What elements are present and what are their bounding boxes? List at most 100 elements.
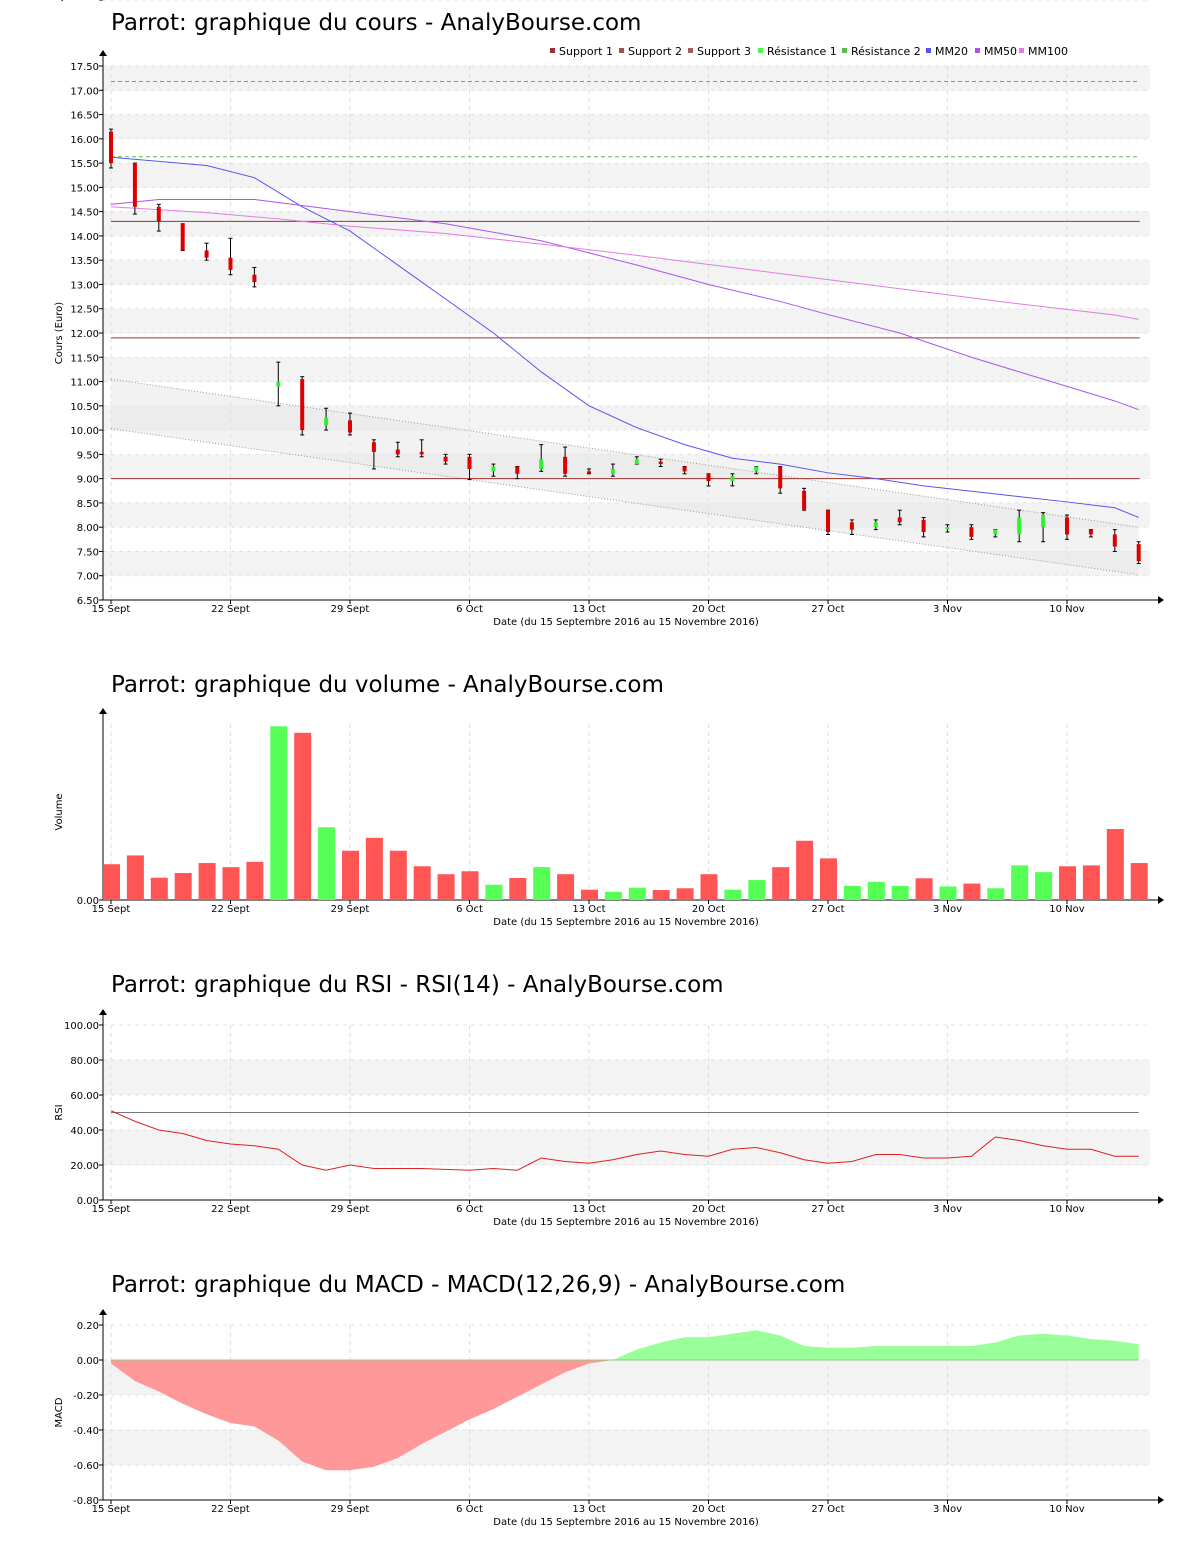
price-xaxis-title: Date (du 15 Septembre 2016 au 15 Novembr…	[493, 617, 759, 628]
volume-chart-title: Parrot: graphique du volume - AnalyBours…	[111, 672, 664, 698]
volume-bar	[294, 732, 312, 900]
rsi-ytick-label: 60.00	[70, 1091, 99, 1102]
rsi-xaxis-title: Date (du 15 Septembre 2016 au 15 Novembr…	[493, 1217, 759, 1228]
candle-body	[132, 163, 137, 207]
price-xtick-label: 20 Oct	[692, 604, 725, 615]
volume-bar	[843, 885, 861, 900]
rsi-xtick-label: 22 Sept	[211, 1204, 250, 1215]
volume-xtick-label: 20 Oct	[692, 904, 725, 915]
macd-xtick-label: 13 Oct	[572, 1504, 605, 1515]
price-xtick-label: 10 Nov	[1049, 604, 1085, 615]
trend-upper-line	[110, 378, 1139, 528]
price-ytick-label: 17.50	[70, 62, 99, 73]
candle-body	[969, 527, 974, 537]
price-band	[103, 333, 1150, 358]
candle-body	[778, 466, 783, 489]
volume-bar	[820, 858, 837, 900]
volume-bar	[222, 867, 240, 900]
price-y-arrow	[99, 50, 107, 56]
price-ytick-label: 16.00	[70, 135, 99, 146]
price-band	[103, 90, 1150, 115]
volume-bar	[126, 855, 144, 900]
volume-xtick-label: 27 Oct	[811, 904, 844, 915]
legend-label: Support 3	[697, 45, 751, 58]
price-ytick-label: 11.00	[70, 378, 99, 389]
rsi-y-arrow	[99, 1009, 107, 1015]
legend-swatch	[842, 48, 847, 53]
line-mm100	[110, 206, 1139, 320]
volume-bar	[533, 867, 551, 900]
rsi-ytick-label: 100.00	[64, 1021, 99, 1032]
candle-body	[826, 510, 830, 533]
macd-xtick-label: 27 Oct	[811, 1504, 844, 1515]
candle-body	[443, 456, 448, 462]
volume-ytick-label: 0.00	[77, 896, 99, 907]
price-ytick-label: 11.50	[70, 353, 99, 364]
price-chart: 6.50 7.00 7.50 8.00 8.50 9.00 9.50 10.00 10.50 11…	[54, 45, 1164, 628]
rsi-x-arrow	[1158, 1196, 1164, 1204]
price-ytick-label: 9.00	[77, 475, 99, 486]
macd-y-arrow	[99, 1309, 107, 1315]
volume-ytick-label: 200,000.00	[42, 0, 99, 3]
price-ytick-label: 14.50	[70, 208, 99, 219]
price-ytick-label: 13.00	[70, 280, 99, 291]
volume-y-arrow	[99, 708, 107, 714]
candle-body	[945, 527, 950, 530]
legend-swatch	[688, 48, 693, 53]
price-ytick-label: 6.50	[77, 596, 99, 607]
volume-bar	[604, 891, 622, 900]
volume-bar	[365, 837, 383, 900]
volume-bar	[581, 889, 598, 900]
candle-body	[682, 466, 687, 472]
rsi-xtick-label: 29 Sept	[331, 1204, 370, 1215]
volume-xaxis-title: Date (du 15 Septembre 2016 au 15 Novembr…	[493, 917, 759, 928]
price-band	[103, 138, 1150, 164]
volume-x-arrow	[1158, 896, 1164, 904]
volume-bar	[724, 889, 742, 900]
macd-ytick-label: -0.40	[73, 1426, 99, 1437]
price-yaxis-title: Cours (Euro)	[54, 302, 65, 365]
volume-bar	[915, 878, 933, 900]
price-xtick-label: 29 Sept	[331, 604, 370, 615]
volume-bar	[1082, 865, 1100, 900]
candle-body	[204, 250, 209, 258]
macd-ytick-label: -0.80	[73, 1496, 99, 1507]
price-ytick-label: 13.50	[70, 256, 99, 267]
rsi-band	[103, 1130, 1150, 1165]
volume-bar	[246, 861, 264, 900]
candle-body	[1017, 517, 1022, 535]
candle-body	[252, 274, 257, 283]
volume-bar	[963, 883, 981, 900]
candle-body	[802, 490, 807, 511]
price-xtick-label: 27 Oct	[811, 604, 844, 615]
rsi-band	[103, 1060, 1150, 1095]
legend-label: Résistance 2	[851, 45, 921, 58]
price-band	[103, 357, 1150, 382]
price-band	[103, 260, 1150, 285]
price-band	[103, 575, 1150, 600]
macd-xtick-label: 22 Sept	[211, 1504, 250, 1515]
price-band	[103, 308, 1150, 333]
legend-label: MM100	[1028, 45, 1068, 58]
candle-body	[1112, 534, 1117, 547]
volume-bar	[748, 880, 766, 900]
rsi-xtick-label: 6 Oct	[456, 1204, 483, 1215]
price-ytick-label: 10.50	[70, 402, 99, 413]
price-xtick-label: 13 Oct	[572, 604, 605, 615]
price-ytick-label: 16.50	[70, 111, 99, 122]
volume-bar	[461, 871, 479, 900]
candle-body	[873, 522, 878, 528]
candle-body	[467, 456, 472, 469]
legend-swatch	[1019, 48, 1024, 53]
volume-bar	[318, 827, 336, 900]
price-band	[103, 235, 1150, 261]
line-mm50	[110, 199, 1139, 411]
volume-xtick-label: 10 Nov	[1049, 904, 1085, 915]
volume-bar	[700, 874, 718, 900]
price-band	[103, 66, 1150, 91]
rsi-ytick-label: 80.00	[70, 1056, 99, 1067]
macd-xtick-label: 29 Sept	[331, 1504, 370, 1515]
volume-xtick-label: 3 Nov	[933, 904, 962, 915]
volume-bar	[198, 863, 216, 900]
